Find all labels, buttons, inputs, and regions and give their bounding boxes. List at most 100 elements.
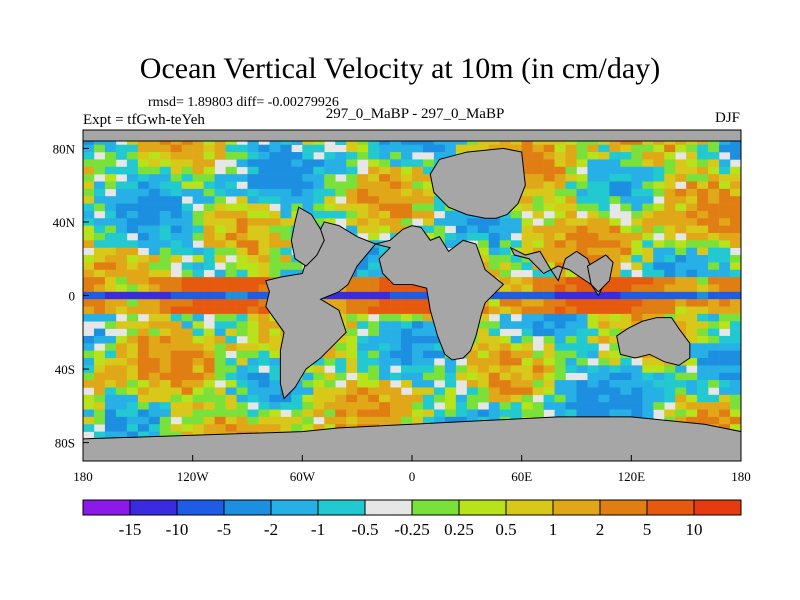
field-cell xyxy=(104,431,117,440)
field-cell xyxy=(225,269,237,278)
field-cell xyxy=(543,328,555,337)
field-cell xyxy=(686,416,698,425)
field-cell xyxy=(335,394,347,403)
field-cell xyxy=(83,262,95,271)
field-cell xyxy=(412,181,424,190)
field-cell xyxy=(148,218,161,226)
field-cell xyxy=(554,306,566,315)
field-cell xyxy=(324,152,336,160)
field-cell xyxy=(620,299,632,307)
field-cell xyxy=(532,306,544,315)
field-cell xyxy=(390,335,402,344)
field-cell xyxy=(477,358,490,366)
field-cell xyxy=(379,225,391,234)
field-cell xyxy=(401,365,413,374)
field-cell xyxy=(159,232,172,241)
field-cell xyxy=(346,196,358,204)
field-cell xyxy=(576,240,588,248)
field-cell xyxy=(401,350,413,359)
field-cell xyxy=(598,218,610,226)
field-cell xyxy=(181,424,193,432)
field-cell xyxy=(576,144,588,153)
field-cell xyxy=(730,402,742,410)
field-cell xyxy=(565,394,577,403)
field-cell xyxy=(412,313,424,322)
field-cell xyxy=(357,225,369,234)
x-tick-label: 60W xyxy=(290,469,316,484)
field-cell xyxy=(488,262,501,271)
field-cell xyxy=(455,409,468,418)
field-cell xyxy=(126,394,139,403)
field-cell xyxy=(203,306,215,315)
field-cell xyxy=(170,313,182,322)
field-cell xyxy=(653,394,665,403)
field-cell xyxy=(291,196,303,204)
field-cell xyxy=(686,358,698,366)
field-cell xyxy=(422,313,435,322)
colorbar-label: -2 xyxy=(264,520,278,539)
field-cell xyxy=(543,387,555,396)
field-cell xyxy=(620,152,632,160)
field-cell xyxy=(598,335,610,344)
field-cell xyxy=(532,188,544,197)
field-cell xyxy=(137,299,150,307)
field-cell xyxy=(115,394,128,403)
field-cell xyxy=(203,247,215,256)
field-cell xyxy=(104,225,117,234)
field-cell xyxy=(543,321,555,329)
colorbar-label: 1 xyxy=(549,520,558,539)
field-cell xyxy=(170,321,182,329)
field-cell xyxy=(159,269,172,278)
field-cell xyxy=(258,255,270,263)
field-cell xyxy=(664,365,676,374)
field-cell xyxy=(170,380,182,388)
field-cell xyxy=(521,277,533,285)
field-cell xyxy=(532,291,544,300)
field-cell xyxy=(148,416,161,425)
field-cell xyxy=(148,181,161,190)
field-cell xyxy=(247,159,259,168)
field-cell xyxy=(598,247,610,256)
field-cell xyxy=(214,152,226,160)
field-cell xyxy=(412,358,424,366)
field-cell xyxy=(686,218,698,226)
field-cell xyxy=(159,152,172,160)
field-cell xyxy=(313,188,325,197)
field-cell xyxy=(521,306,533,315)
field-cell xyxy=(225,424,237,432)
field-cell xyxy=(466,343,479,351)
field-cell xyxy=(401,358,413,366)
field-cell xyxy=(587,181,599,190)
field-cell xyxy=(499,409,511,418)
field-cell xyxy=(159,262,172,271)
field-cell xyxy=(697,159,709,168)
field-cell xyxy=(368,358,380,366)
field-cell xyxy=(93,380,106,388)
field-cell xyxy=(433,196,446,204)
field-cell xyxy=(93,277,106,285)
field-cell xyxy=(686,372,698,381)
field-cell xyxy=(236,225,248,234)
field-cell xyxy=(554,181,566,190)
field-cell xyxy=(697,174,709,182)
field-cell xyxy=(159,387,172,396)
field-cell xyxy=(444,218,457,226)
field-cell xyxy=(532,203,544,212)
field-cell xyxy=(93,328,106,337)
field-cell xyxy=(412,166,424,175)
field-cell xyxy=(730,291,742,300)
field-cell xyxy=(115,210,128,219)
field-cell xyxy=(390,159,402,168)
field-cell xyxy=(357,269,369,278)
field-cell xyxy=(247,277,259,285)
field-cell xyxy=(214,394,226,403)
field-cell xyxy=(379,343,391,351)
field-cell xyxy=(148,188,161,197)
field-cell xyxy=(324,394,336,403)
field-cell xyxy=(642,299,654,307)
field-cell xyxy=(225,277,237,285)
field-cell xyxy=(269,218,281,226)
field-cell xyxy=(510,144,522,153)
field-cell xyxy=(313,409,325,418)
field-cell xyxy=(598,196,610,204)
